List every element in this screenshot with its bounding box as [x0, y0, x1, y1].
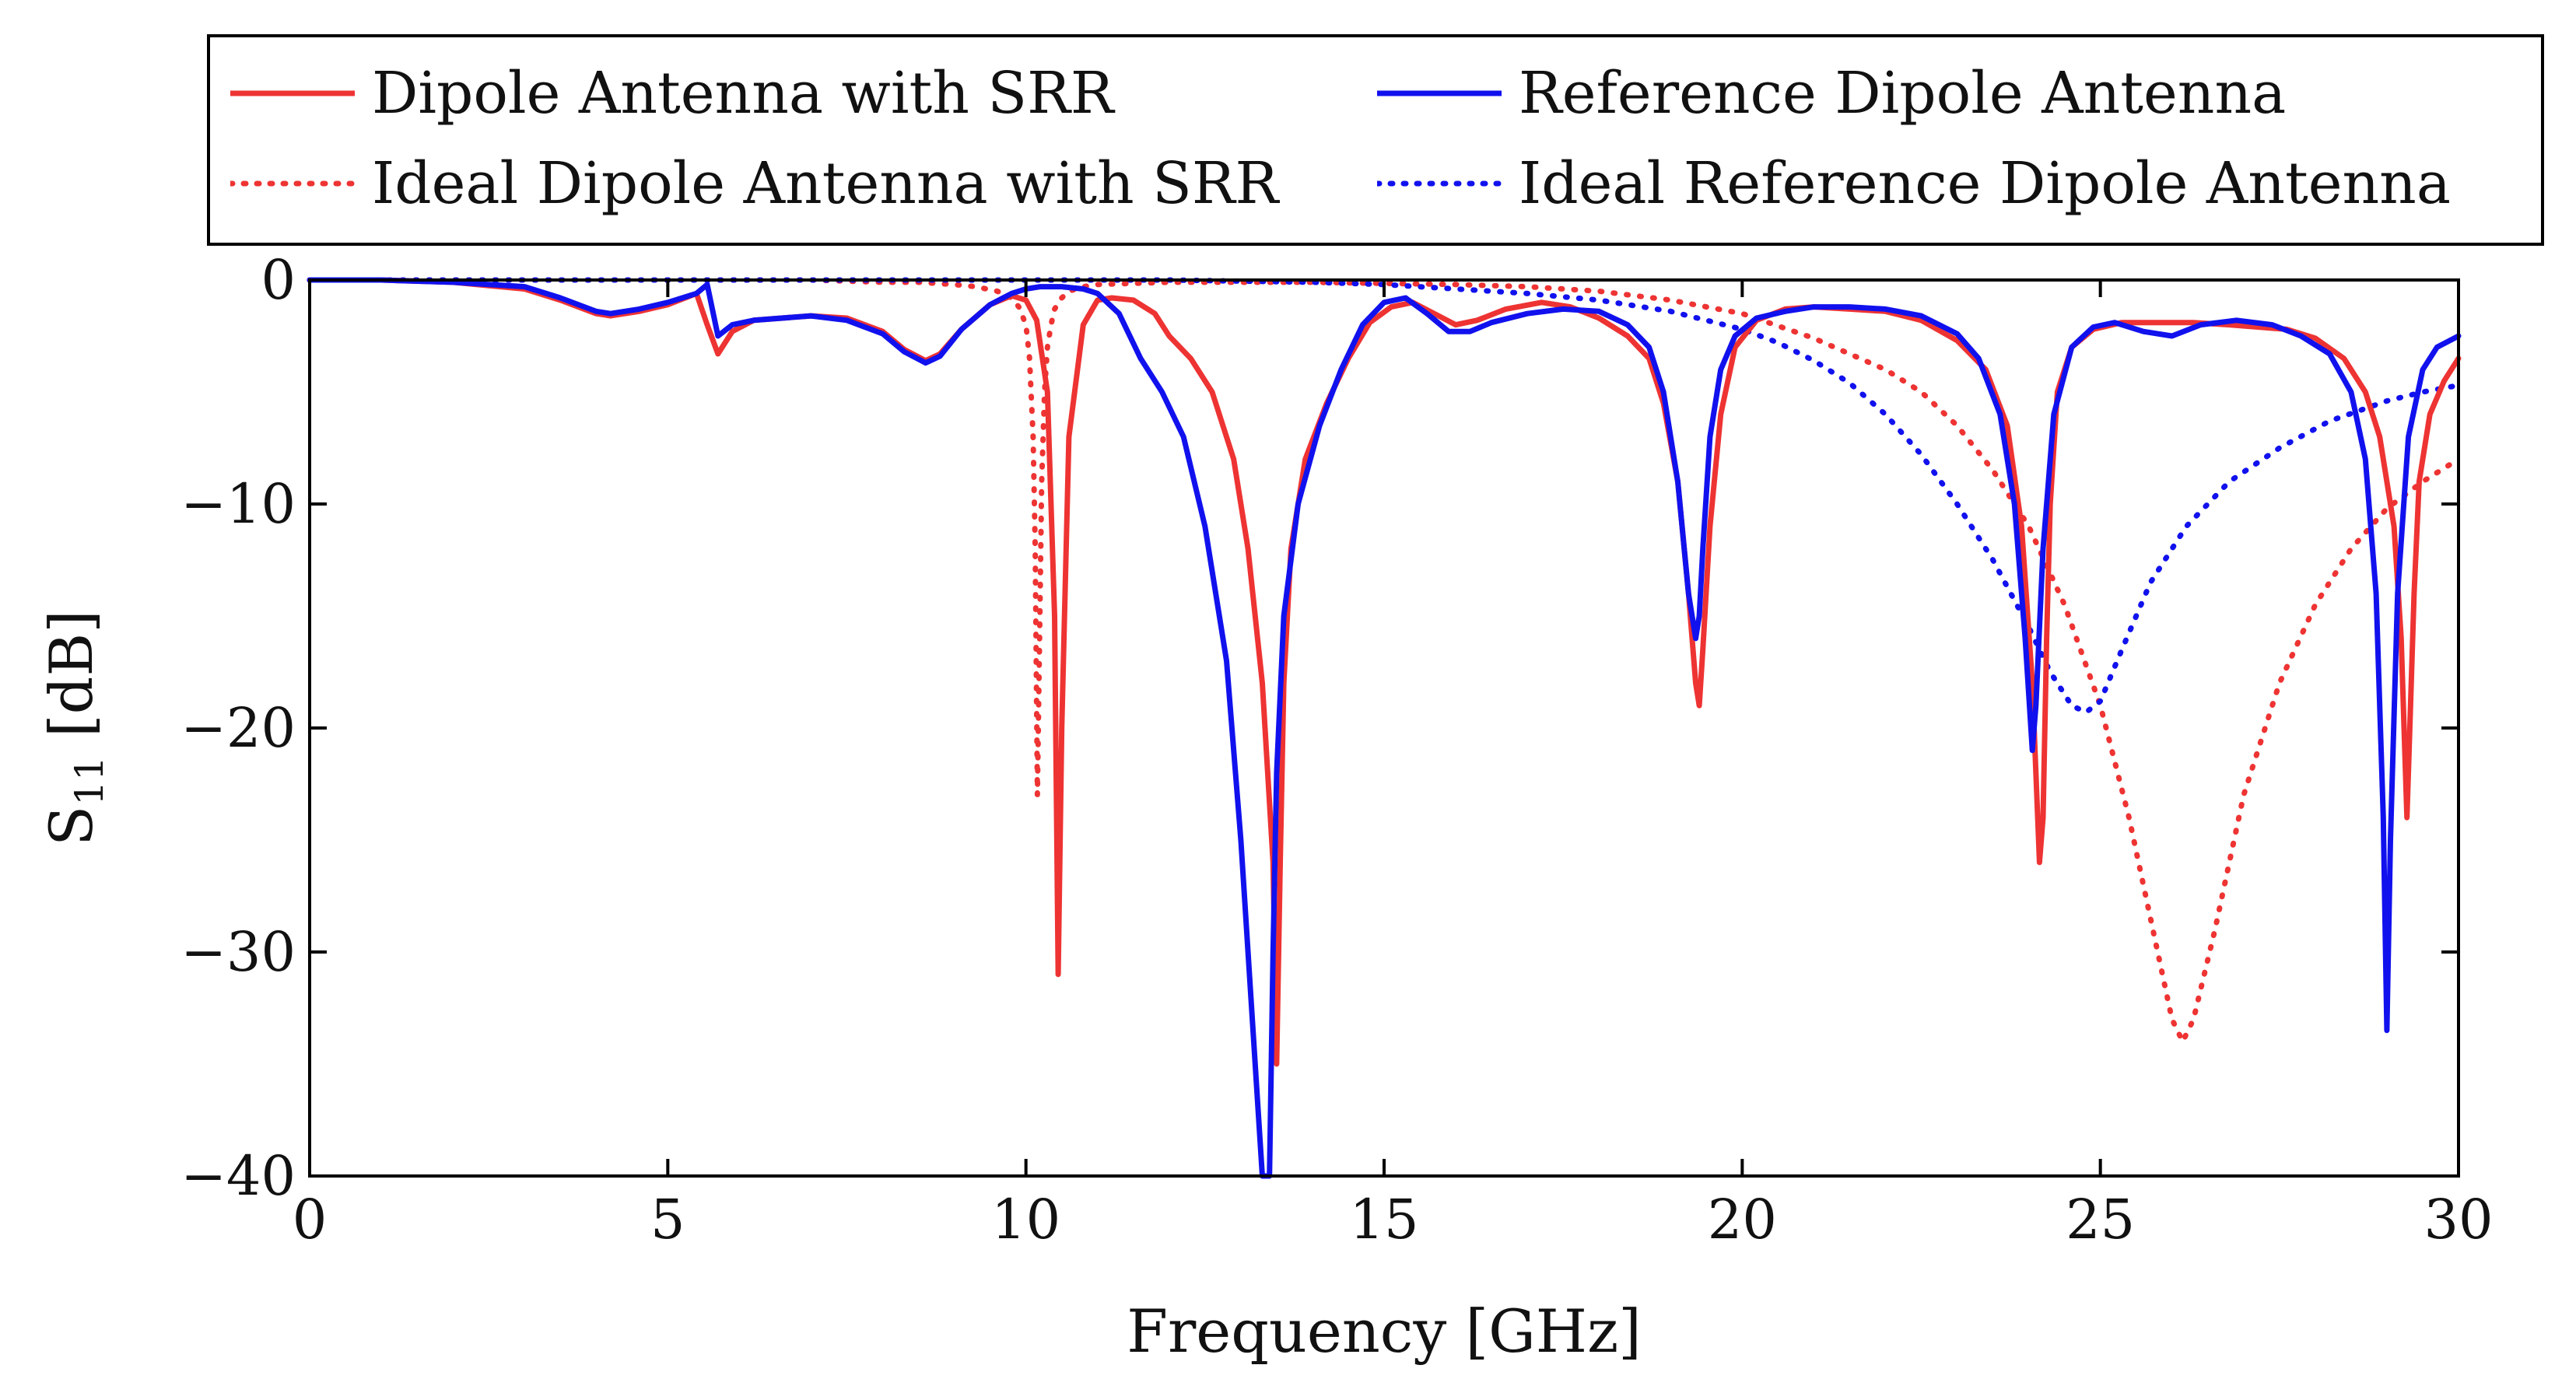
- legend-label-ideal-reference-dipole: Ideal Reference Dipole Antenna: [1519, 150, 2451, 217]
- y-tick-label: −30: [180, 920, 296, 984]
- legend-label-ideal-dipole-srr: Ideal Dipole Antenna with SRR: [372, 150, 1279, 217]
- legend-entry-ideal-dipole-srr: Ideal Dipole Antenna with SRR: [230, 145, 1278, 222]
- y-tick-label: −20: [180, 696, 296, 760]
- axes-frame: [308, 278, 2460, 1178]
- legend-entry-dipole-srr: Dipole Antenna with SRR: [230, 54, 1114, 132]
- svg-text:S11 [dB]: S11 [dB]: [37, 610, 112, 846]
- legend-label-reference-dipole: Reference Dipole Antenna: [1519, 60, 2287, 127]
- legend-swatch-ideal-reference-dipole: [1377, 180, 1502, 187]
- legend: Dipole Antenna with SRR Reference Dipole…: [207, 34, 2544, 246]
- legend-label-dipole-srr: Dipole Antenna with SRR: [372, 60, 1114, 127]
- x-tick-label: 30: [2424, 1188, 2493, 1251]
- y-axis-label: S11 [dB]: [37, 610, 112, 846]
- legend-swatch-reference-dipole: [1377, 90, 1502, 96]
- y-axis-label-unit: [dB]: [37, 610, 106, 756]
- y-tick-label: −40: [180, 1144, 296, 1208]
- series-line-ideal-reference-dipole-antenna: [307, 277, 2462, 716]
- x-tick-label: 25: [2066, 1188, 2135, 1251]
- series-layer: [307, 277, 2462, 1179]
- legend-swatch-ideal-dipole-srr: [230, 180, 355, 187]
- y-tick-label: 0: [261, 248, 296, 312]
- series-line-reference-dipole-antenna: [307, 277, 2462, 1179]
- x-tick-label: 20: [1708, 1188, 1777, 1251]
- x-tick-label: 15: [1349, 1188, 1418, 1251]
- legend-swatch-dipole-srr: [230, 90, 355, 96]
- legend-entry-reference-dipole: Reference Dipole Antenna: [1377, 54, 2286, 132]
- series-line-ideal-dipole-antenna-with-srr: [307, 277, 2462, 1045]
- x-tick-label: 0: [293, 1188, 328, 1251]
- x-axis-label: Frequency [GHz]: [1127, 1297, 1642, 1366]
- x-tick-label: 5: [650, 1188, 685, 1251]
- legend-entry-ideal-reference-dipole: Ideal Reference Dipole Antenna: [1377, 145, 2451, 222]
- series-line-dipole-antenna-with-srr: [307, 277, 2462, 1067]
- y-tick-label: −10: [180, 472, 296, 536]
- x-tick-label: 10: [991, 1188, 1060, 1251]
- ticks-layer: 0 5 10 15 20 25 30 0 −10 −20 −30 −40: [180, 248, 2493, 1251]
- y-axis-label-main: S: [37, 806, 106, 846]
- y-axis-label-sub: 11: [67, 756, 112, 806]
